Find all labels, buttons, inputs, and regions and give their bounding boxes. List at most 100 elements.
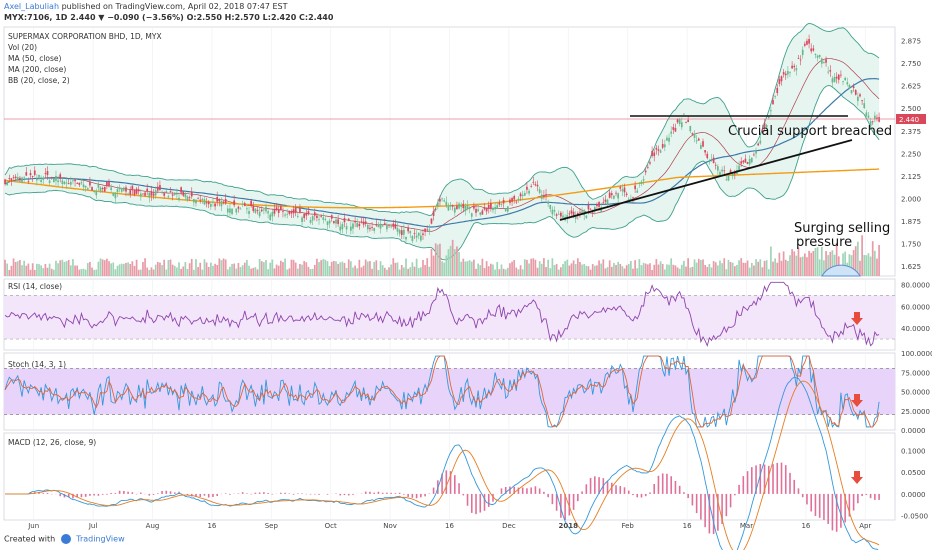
volume-bar	[129, 263, 132, 276]
candle-body	[623, 187, 626, 193]
volume-bar	[118, 264, 121, 276]
candle-body	[190, 191, 193, 197]
volume-bar	[521, 269, 524, 276]
candle-body	[513, 195, 516, 200]
volume-bar	[299, 263, 301, 276]
macd-histogram-bar	[470, 493, 473, 513]
candle-body	[339, 226, 342, 231]
candle-body	[216, 196, 219, 202]
candle-body	[188, 197, 191, 199]
volume-bar	[691, 266, 694, 276]
volume-bar	[466, 261, 469, 276]
volume-bar	[621, 266, 624, 276]
macd-histogram-bar	[729, 493, 732, 508]
candle-body	[765, 124, 768, 128]
volume-bar	[453, 249, 456, 276]
macd-histogram-bar	[212, 493, 214, 497]
candle-body	[165, 191, 168, 193]
candle-body	[118, 188, 121, 190]
candle-body	[57, 180, 59, 183]
price-tick-label: 1.750	[901, 241, 921, 249]
candle-body	[668, 137, 670, 142]
candle-body	[630, 198, 632, 200]
price-tick-label: 1.875	[901, 218, 921, 226]
volume-bar	[407, 268, 409, 276]
candle-body	[413, 232, 416, 234]
candle-body	[515, 201, 518, 203]
candle-body	[279, 206, 282, 210]
candle-body	[305, 213, 308, 216]
candle-body	[878, 117, 880, 122]
candle-body	[156, 186, 159, 191]
macd-histogram-bar	[288, 493, 291, 494]
last-price-label: 2.440	[899, 116, 919, 124]
volume-bar	[309, 268, 312, 276]
x-tick-label: 16	[801, 522, 810, 530]
volume-bar	[806, 257, 808, 276]
candle-body	[545, 194, 547, 196]
candle-body	[10, 178, 13, 182]
volume-bar	[159, 262, 161, 276]
candle-body	[84, 185, 87, 188]
volume-bar	[562, 263, 564, 276]
candle-body	[742, 160, 745, 163]
candle-body	[757, 143, 760, 146]
macd-histogram-bar	[101, 493, 104, 495]
candle-body	[738, 165, 740, 171]
volume-bar	[464, 261, 467, 276]
bollinger-upper	[4, 22, 880, 216]
volume-bar	[207, 266, 210, 276]
volume-bar	[636, 268, 639, 276]
candle-body	[651, 151, 653, 156]
macd-histogram-bar	[619, 486, 622, 494]
candle-body	[341, 224, 344, 230]
candle-body	[606, 199, 609, 205]
macd-histogram-bar	[687, 493, 689, 499]
footer-brand[interactable]: TradingView	[76, 534, 125, 544]
volume-bar	[873, 250, 876, 276]
volume-bar	[672, 264, 675, 276]
candle-body	[55, 175, 57, 181]
macd-histogram-bar	[784, 465, 787, 494]
volume-bar	[294, 262, 297, 276]
candle-body	[417, 232, 420, 236]
macd-histogram-bar	[173, 492, 176, 494]
macd-histogram-bar	[475, 493, 477, 515]
candle-body	[48, 180, 51, 183]
author-link[interactable]: Axel_Labuliah	[4, 2, 60, 11]
volume-bar	[8, 269, 11, 276]
volume-bar	[712, 261, 715, 276]
volume-bar	[6, 263, 9, 276]
volume-bar	[589, 269, 592, 276]
macd-histogram-bar	[373, 492, 375, 494]
macd-histogram-bar	[487, 493, 490, 507]
candle-body	[131, 185, 134, 191]
volume-bar	[625, 265, 628, 276]
macd-histogram-bar	[831, 493, 834, 531]
macd-histogram-bar	[420, 493, 422, 498]
volume-bar	[430, 248, 433, 276]
candle-body	[557, 213, 560, 215]
candle-body	[837, 74, 840, 80]
candle-body	[394, 224, 397, 229]
candle-body	[150, 191, 153, 196]
candle-body	[222, 201, 225, 203]
candle-body	[589, 208, 592, 210]
candle-body	[846, 82, 849, 85]
volume-bar	[502, 268, 505, 276]
candle-body	[613, 195, 615, 199]
volume-bar	[23, 260, 26, 276]
macd-histogram-bar	[131, 492, 134, 494]
macd-histogram-bar	[848, 493, 851, 517]
macd-histogram-bar	[38, 492, 40, 494]
volume-bar	[335, 261, 337, 276]
candle-body	[163, 193, 166, 196]
macd-histogram-bar	[530, 487, 532, 494]
tradingview-logo-icon	[60, 534, 71, 544]
candle-body	[53, 178, 55, 183]
x-tick-label: Jul	[88, 522, 98, 530]
candle-body	[462, 203, 465, 209]
candle-body	[816, 55, 819, 58]
volume-bar	[139, 269, 142, 276]
volume-bar	[483, 268, 486, 276]
